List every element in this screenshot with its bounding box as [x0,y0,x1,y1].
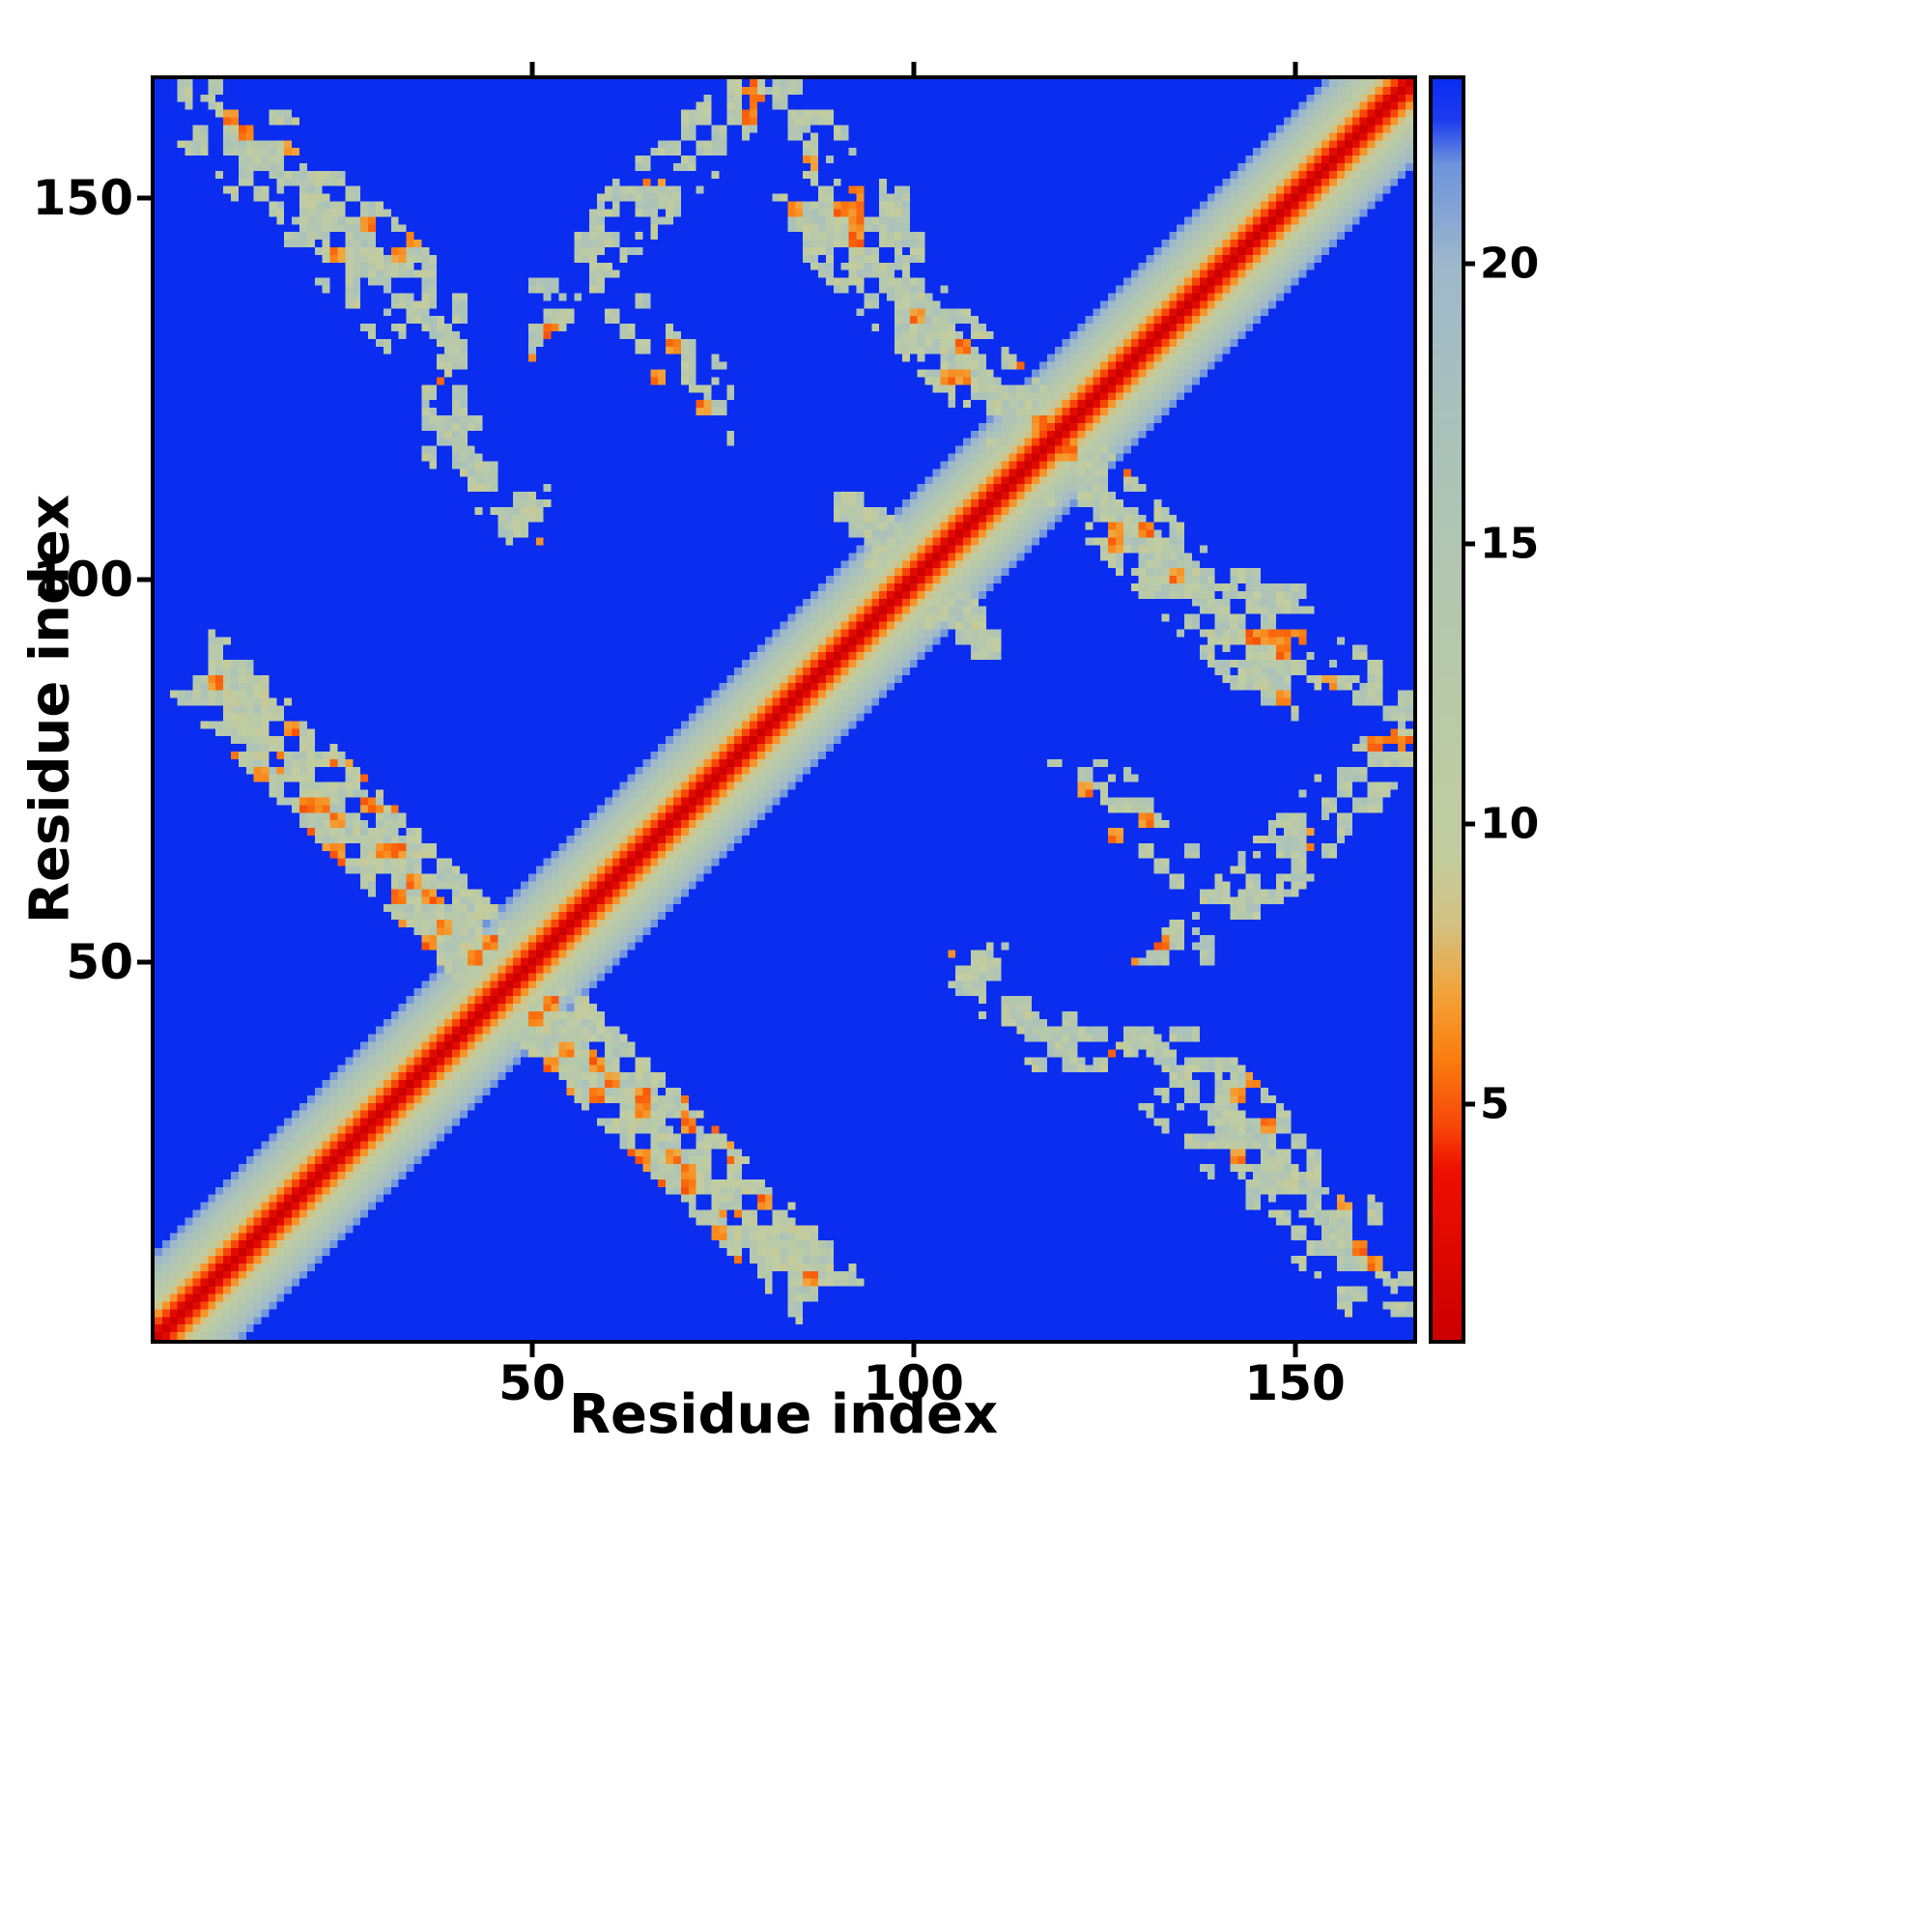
colorbar-canvas [1433,79,1462,1340]
y-tick-mark-left [137,959,151,964]
x-axis-label: Residue index [568,1383,999,1446]
y-tick-mark-left [137,195,151,201]
colorbar-tick-mark [1462,1101,1475,1107]
x-tick-mark-top [1293,62,1298,75]
y-tick-label: 100 [32,552,133,609]
x-tick-mark-bottom [529,1344,535,1357]
colorbar-tick-mark [1462,821,1475,827]
y-tick-mark-left [137,577,151,582]
plot-area [151,75,1417,1344]
x-tick-label: 50 [498,1355,566,1411]
colorbar-tick-label: 20 [1480,239,1540,289]
colorbar-tick-label: 5 [1480,1079,1510,1129]
x-tick-label: 100 [863,1355,964,1411]
x-tick-mark-bottom [911,1344,917,1357]
colorbar-tick-mark [1462,261,1475,267]
x-tick-mark-top [911,62,917,75]
y-tick-label: 50 [66,933,133,990]
x-tick-label: 150 [1244,1355,1346,1411]
colorbar-tick-label: 10 [1480,799,1540,849]
colorbar-tick-label: 15 [1480,519,1540,569]
heatmap-canvas [155,79,1413,1340]
colorbar-tick-mark [1462,541,1475,547]
x-tick-mark-top [529,62,535,75]
y-tick-label: 150 [32,169,133,226]
colorbar [1429,75,1465,1344]
x-tick-mark-bottom [1293,1344,1298,1357]
